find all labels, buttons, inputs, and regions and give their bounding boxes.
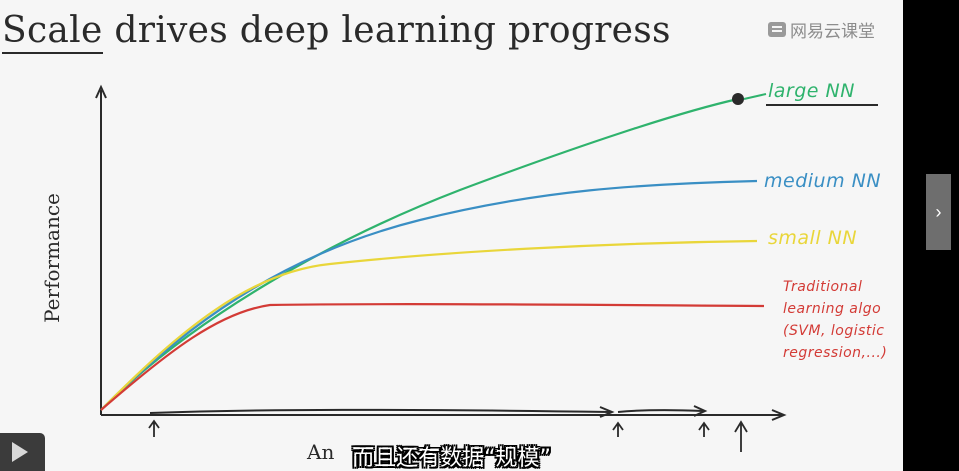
curve-large-nn-endpoint [732,93,744,105]
x-axis-arrow [771,409,787,421]
play-button[interactable] [0,433,45,471]
curve-traditional [100,303,765,411]
y-axis-label: Performance [40,193,64,323]
next-slide-button[interactable]: › [926,174,951,250]
tick-arrow-1 [148,419,160,437]
tick-arrow-3 [698,421,710,437]
video-frame: Scale drives deep learning progress 网易云课… [0,0,903,471]
label-small-nn: small NN [768,227,858,249]
label-large-nn-underline [766,104,878,106]
netease-cloud-classroom-logo-icon [768,22,786,37]
data-range-arrowhead-1 [599,406,615,418]
watermark: 网易云课堂 [768,17,875,42]
title-underlined-word: Scale [2,10,103,54]
x-axis-label: An [307,440,335,464]
tick-arrow-4 [734,420,748,452]
curve-medium-nn [100,179,758,411]
slide-title: Scale drives deep learning progress [2,10,671,54]
label-traditional-algo: Traditional learning algo (SVM, logistic… [783,279,888,361]
data-range-line-2 [617,409,704,413]
subtitle-caption: 而且还有数据“规模” [352,446,551,471]
label-large-nn: large NN [768,80,855,102]
curve-large-nn [100,97,739,411]
tick-arrow-2 [612,421,624,437]
chevron-right-icon: › [935,202,942,222]
y-axis-arrow [95,84,107,99]
data-range-arrowhead-2 [693,405,708,417]
performance-plot [95,84,787,452]
curve-large-nn-label-connector [743,93,767,100]
curve-small-nn [100,239,758,411]
data-range-line [149,408,611,414]
watermark-text: 网易云课堂 [790,22,875,42]
label-medium-nn: medium NN [764,170,882,192]
title-text: drives deep learning progress [102,10,671,51]
